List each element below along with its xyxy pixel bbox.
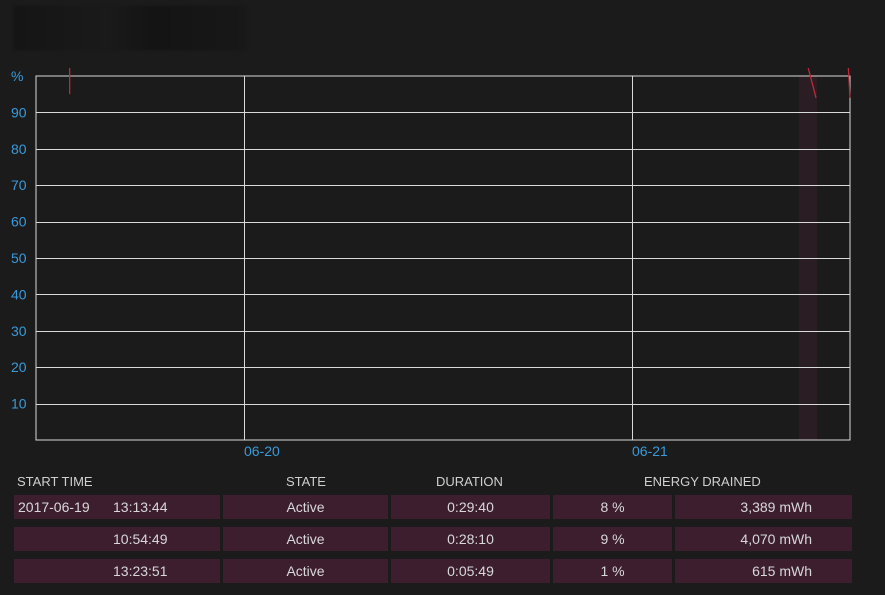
usage-table-header: START TIME STATE DURATION ENERGY DRAINED bbox=[0, 474, 885, 492]
y-axis-ticks: 90 80 70 60 50 40 30 20 10 bbox=[11, 104, 27, 411]
y-tick-label: 60 bbox=[11, 214, 27, 230]
battery-usage-chart: % 90 80 70 60 50 40 30 20 10 06-20 06-21 bbox=[11, 67, 851, 459]
start-time-cell: 13:23:51 bbox=[14, 559, 220, 583]
x-tick-label: 06-21 bbox=[632, 443, 668, 459]
start-time: 10:54:49 bbox=[113, 531, 168, 547]
energy-mwh-cell: 615 mWh bbox=[675, 559, 852, 583]
energy-mwh-cell: 4,070 mWh bbox=[675, 527, 852, 551]
duration-cell: 0:05:49 bbox=[391, 559, 550, 583]
start-time-cell: 2017-06-19 13:13:44 bbox=[14, 495, 220, 519]
energy-percent-cell: 1 % bbox=[553, 559, 672, 583]
y-tick-label: 40 bbox=[11, 286, 27, 302]
y-tick-label: 10 bbox=[11, 396, 27, 412]
y-tick-label: 80 bbox=[11, 141, 27, 157]
energy-percent-cell: 8 % bbox=[553, 495, 672, 519]
start-time: 13:13:44 bbox=[113, 499, 168, 515]
header-state: STATE bbox=[286, 474, 326, 489]
y-axis-unit: % bbox=[11, 68, 23, 84]
state-cell: Active bbox=[223, 527, 388, 551]
start-date: 2017-06-19 bbox=[18, 499, 90, 515]
energy-mwh-cell: 3,389 mWh bbox=[675, 495, 852, 519]
start-time-cell: 10:54:49 bbox=[14, 527, 220, 551]
y-tick-label: 30 bbox=[11, 323, 27, 339]
start-time: 13:23:51 bbox=[113, 563, 168, 579]
table-row: 2017-06-19 13:13:44 Active 0:29:40 8 % 3… bbox=[14, 495, 852, 519]
duration-cell: 0:29:40 bbox=[391, 495, 550, 519]
y-tick-label: 70 bbox=[11, 177, 27, 193]
x-axis-ticks: 06-20 06-21 bbox=[244, 443, 668, 459]
state-cell: Active bbox=[223, 559, 388, 583]
chart-svg: % 90 80 70 60 50 40 30 20 10 06-20 06-21 bbox=[11, 67, 851, 459]
y-tick-label: 90 bbox=[11, 104, 27, 120]
blurred-title-area bbox=[14, 6, 246, 50]
header-duration: DURATION bbox=[436, 474, 503, 489]
y-tick-label: 20 bbox=[11, 359, 27, 375]
chart-grid bbox=[35, 75, 851, 441]
duration-cell: 0:28:10 bbox=[391, 527, 550, 551]
series-line-segment bbox=[847, 67, 851, 98]
state-cell: Active bbox=[223, 495, 388, 519]
y-tick-label: 50 bbox=[11, 250, 27, 266]
header-energy-drained: ENERGY DRAINED bbox=[644, 474, 761, 489]
table-row: 10:54:49 Active 0:28:10 9 % 4,070 mWh bbox=[14, 527, 852, 551]
x-tick-label: 06-20 bbox=[244, 443, 280, 459]
table-row: 13:23:51 Active 0:05:49 1 % 615 mWh bbox=[14, 559, 852, 583]
energy-percent-cell: 9 % bbox=[553, 527, 672, 551]
series-line-segment bbox=[807, 67, 817, 99]
header-start-time: START TIME bbox=[17, 474, 93, 489]
chart-series bbox=[69, 67, 851, 99]
